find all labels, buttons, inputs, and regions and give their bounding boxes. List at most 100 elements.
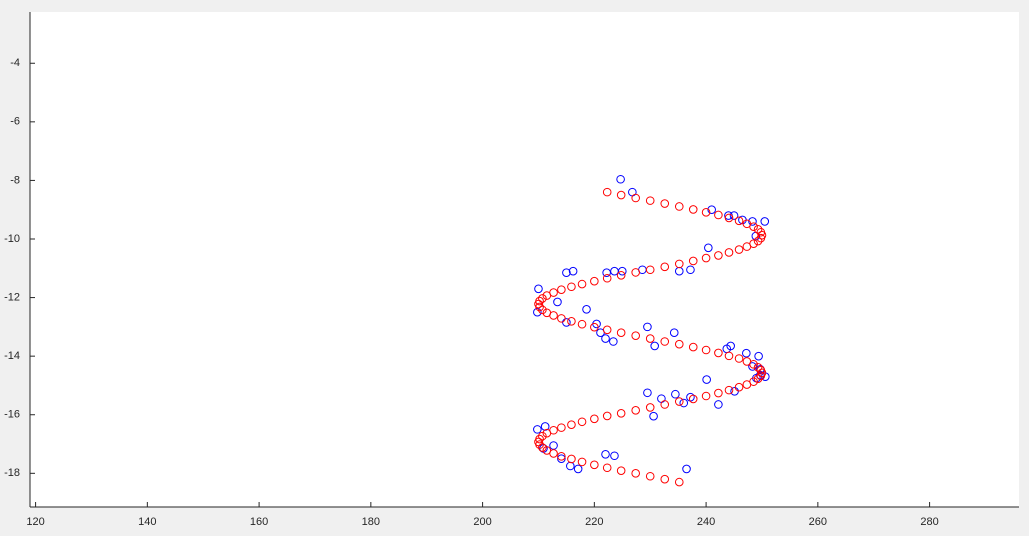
data-point [535,440,544,449]
data-point [688,394,698,404]
data-point [660,262,670,272]
data-point [602,187,612,197]
data-point [590,460,599,470]
data-point [754,351,763,361]
data-point [602,268,611,277]
data-point [538,305,547,315]
data-point [557,423,566,432]
data-point [724,385,734,395]
data-point [714,251,723,260]
data-point [590,276,599,286]
data-point [631,469,640,478]
data-point [577,319,587,329]
data-point [674,477,684,487]
data-point [756,233,766,243]
data-point [701,391,711,401]
data-point [660,337,670,346]
data-point [602,325,612,335]
data-point [645,471,655,481]
data-point [533,425,542,434]
data-point [742,380,752,389]
data-point [538,431,547,441]
data-point [577,279,587,289]
data-point [660,400,670,409]
data-point [701,208,711,217]
data-point [602,273,612,283]
data-point [753,225,763,234]
data-point [590,322,599,332]
data-point [704,243,713,253]
data-point [533,307,542,317]
data-point [714,400,723,409]
data-point [679,398,689,408]
data-point [567,317,576,326]
data-point [601,334,610,343]
data-point [631,406,640,415]
x-tick-label: 220 [585,516,603,528]
data-point [686,392,695,402]
data-point [688,342,698,352]
data-point [538,443,547,452]
data-point [568,266,578,276]
data-point [660,474,670,484]
data-point [549,311,558,320]
data-point [707,205,716,215]
plot-area [30,12,1019,507]
data-point [674,259,684,269]
x-tick-label: 240 [697,516,715,528]
data-point [616,190,626,200]
data-point [674,339,684,349]
data-point [567,454,576,464]
data-point [760,217,770,226]
data-point [557,314,566,323]
y-tick-label: -14 [4,350,20,362]
data-point [753,236,763,246]
data-point [535,302,544,312]
data-point [553,297,562,307]
data-point [631,193,640,203]
data-point [748,217,757,226]
data-point [748,362,757,371]
data-point [631,331,640,340]
data-point [540,422,550,431]
data-point [688,205,698,214]
data-point [557,452,566,461]
data-point [645,403,655,412]
data-point [610,451,619,461]
x-tick-label: 160 [250,516,268,528]
x-tick-label: 120 [26,516,44,528]
data-point [557,454,566,463]
data-point [577,417,587,427]
data-point [645,334,655,343]
data-point [756,371,766,381]
data-point [734,216,744,226]
data-point [590,414,599,424]
data-point [645,265,655,275]
x-tick-label: 260 [809,516,827,528]
data-point [701,253,711,263]
data-point [724,213,734,223]
data-point [616,408,626,418]
data-point [567,420,576,429]
data-point [749,360,758,369]
data-point [602,463,612,473]
data-point [616,174,625,184]
data-point [643,322,652,332]
data-point [674,202,684,211]
data-point [645,196,655,205]
data-point [549,449,558,458]
data-point [734,382,744,392]
data-point [734,245,744,254]
y-tick-label: -4 [10,57,20,69]
data-point [749,222,758,231]
data-point [714,388,723,398]
y-tick-label: -18 [4,467,20,479]
data-point [701,345,711,355]
y-tick-label: -10 [4,233,20,245]
data-point [671,389,680,399]
data-point [609,337,618,346]
x-tick-label: 180 [362,516,380,528]
data-point [669,328,679,338]
data-point [616,271,626,280]
